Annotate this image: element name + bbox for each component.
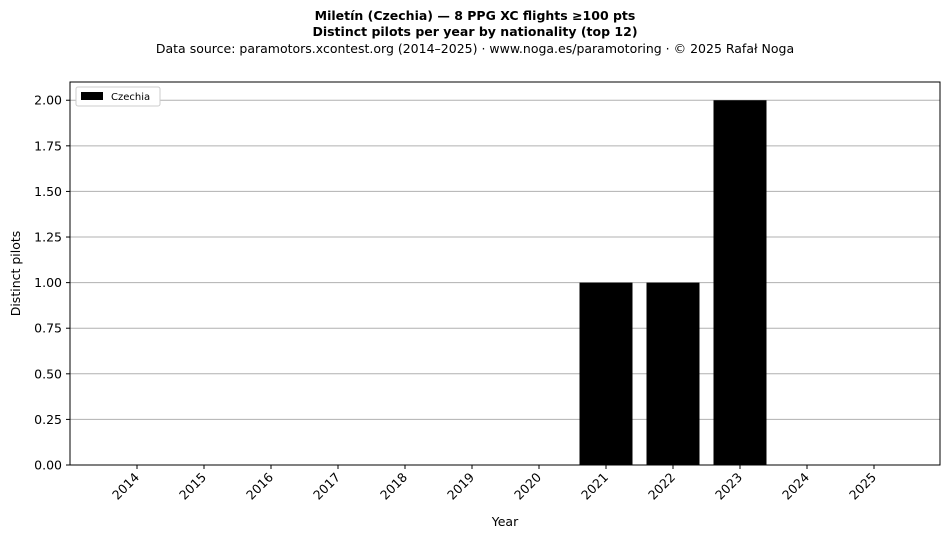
x-tick-label: 2017 — [310, 470, 343, 503]
y-tick-label: 0.25 — [34, 412, 62, 427]
legend-box — [75, 86, 161, 107]
chart-title: Miletín (Czechia) — 8 PPG XC flights ≥10… — [314, 8, 636, 23]
x-tick-label: 2016 — [243, 469, 276, 502]
y-tick-label: 1.75 — [34, 138, 62, 153]
y-tick-label: 1.50 — [34, 184, 62, 199]
plot-frame — [69, 81, 941, 466]
x-tick-label: 2014 — [109, 469, 142, 502]
y-tick-label: 1.25 — [34, 230, 62, 245]
x-tick-label: 2023 — [712, 470, 745, 503]
x-tick-label: 2021 — [578, 470, 611, 503]
data-source-note: Data source: paramotors.xcontest.org (20… — [155, 41, 795, 56]
bar-2022 — [646, 282, 700, 465]
x-tick-label: 2019 — [444, 469, 477, 502]
chart-subtitle: Distinct pilots per year by nationality … — [312, 24, 638, 39]
legend: Czechia — [75, 86, 161, 107]
x-axis-label: Year — [491, 514, 519, 529]
y-tick-label: 2.00 — [34, 93, 62, 108]
y-tick-label: 0.50 — [34, 366, 62, 381]
legend-swatch-czechia — [81, 92, 103, 100]
bar-2021 — [579, 282, 633, 465]
x-tick-label: 2020 — [511, 469, 544, 502]
y-axis: 0.00 0.25 0.50 0.75 1.00 1.25 1.50 1.75 2.00 — [34, 93, 70, 473]
legend-label-czechia: Czechia — [111, 92, 150, 103]
x-tick-label: 2022 — [645, 470, 678, 503]
y-tick-label: 1.00 — [34, 275, 62, 290]
y-axis-label: Distinct pilots — [8, 231, 23, 317]
x-tick-label: 2024 — [779, 469, 812, 502]
grid-lines — [70, 99, 940, 466]
x-tick-label: 2015 — [176, 470, 209, 503]
bar-2023 — [713, 100, 767, 465]
bars — [579, 100, 767, 465]
chart-titles: Miletín (Czechia) — 8 PPG XC flights ≥10… — [0, 8, 950, 57]
y-tick-label: 0.00 — [34, 458, 62, 473]
y-tick-label: 0.75 — [34, 321, 62, 336]
x-tick-label: 2018 — [377, 469, 410, 502]
x-tick-label: 2025 — [846, 470, 879, 503]
x-axis: 2014 2015 2016 2017 2018 2019 2020 2021 2022 2023… — [109, 465, 879, 503]
